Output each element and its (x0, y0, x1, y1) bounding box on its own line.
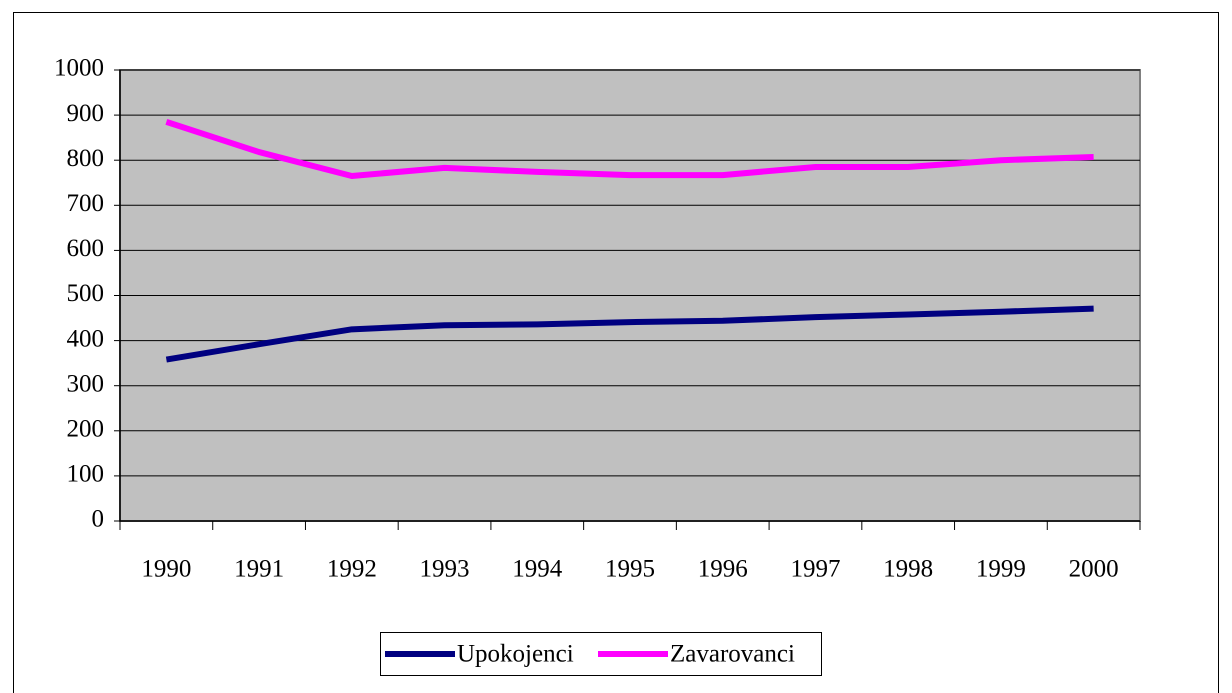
series-line (165, 119, 1094, 179)
y-tick-label: 900 (67, 100, 105, 127)
legend-label: Upokojenci (457, 641, 574, 668)
y-tick-label: 200 (67, 416, 105, 443)
y-tick-label: 400 (67, 325, 105, 352)
x-tick-label: 1999 (976, 556, 1026, 583)
x-tick-label: 1993 (420, 556, 470, 583)
y-tick-label: 300 (67, 370, 105, 397)
x-tick-label: 1996 (698, 556, 748, 583)
y-tick-label: 0 (92, 506, 105, 533)
y-tick-label: 500 (67, 280, 105, 307)
y-tick-label: 1000 (54, 55, 104, 82)
x-tick-label: 1995 (605, 556, 655, 583)
x-tick-label: 1998 (883, 556, 933, 583)
x-tick-label: 1992 (327, 556, 377, 583)
x-tick-label: 1997 (790, 556, 840, 583)
x-tick-label: 1991 (234, 556, 284, 583)
legend-label: Zavarovanci (670, 641, 795, 668)
x-tick-label: 2000 (1069, 556, 1119, 583)
y-tick-label: 100 (67, 461, 105, 488)
x-tick-label: 1994 (512, 556, 563, 583)
series-line (165, 305, 1094, 363)
y-tick-label: 700 (67, 190, 105, 217)
y-tick-label: 800 (67, 145, 105, 172)
y-tick-label: 600 (67, 235, 105, 262)
x-tick-label: 1990 (141, 556, 191, 583)
